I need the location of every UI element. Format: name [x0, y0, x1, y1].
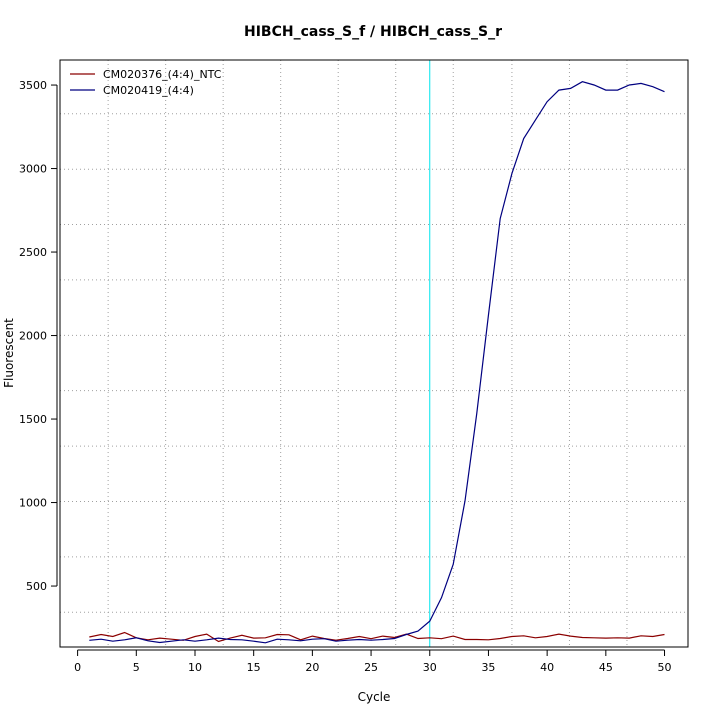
grid-lines — [60, 60, 688, 647]
x-tick-label: 25 — [364, 661, 378, 674]
x-tick-label: 45 — [599, 661, 613, 674]
y-axis: 500 1000 1500 2000 2500 3000 3500 — [19, 79, 58, 593]
plot-frame — [59, 59, 689, 648]
x-axis: 0 5 10 15 20 25 30 35 40 45 50 — [74, 649, 672, 674]
y-tick-label: 1000 — [19, 497, 47, 510]
y-tick-label: 3000 — [19, 163, 47, 176]
series-layer — [89, 81, 665, 644]
y-tick-label: 2000 — [19, 330, 47, 343]
x-tick-label: 20 — [305, 661, 319, 674]
x-tick-label: 35 — [481, 661, 495, 674]
x-axis-label: Cycle — [358, 690, 391, 704]
y-tick-label: 500 — [26, 580, 47, 593]
x-tick-label: 5 — [133, 661, 140, 674]
y-tick-label: 2500 — [19, 246, 47, 259]
legend-entry-2: CM020419_(4:4) — [103, 84, 194, 97]
y-tick-label: 3500 — [19, 79, 47, 92]
x-tick-label: 0 — [74, 661, 81, 674]
x-tick-label: 50 — [658, 661, 672, 674]
chart-title: HIBCH_cass_S_f / HIBCH_cass_S_r — [244, 24, 502, 40]
legend: CM020376_(4:4)_NTC CM020419_(4:4) — [70, 68, 222, 97]
series-line-2 — [89, 81, 665, 644]
y-axis-label: Fluorescent — [2, 318, 16, 388]
x-tick-label: 10 — [188, 661, 202, 674]
x-tick-label: 15 — [247, 661, 261, 674]
x-tick-label: 40 — [540, 661, 554, 674]
y-tick-label: 1500 — [19, 413, 47, 426]
x-tick-label: 30 — [423, 661, 437, 674]
legend-entry-1: CM020376_(4:4)_NTC — [103, 68, 222, 81]
